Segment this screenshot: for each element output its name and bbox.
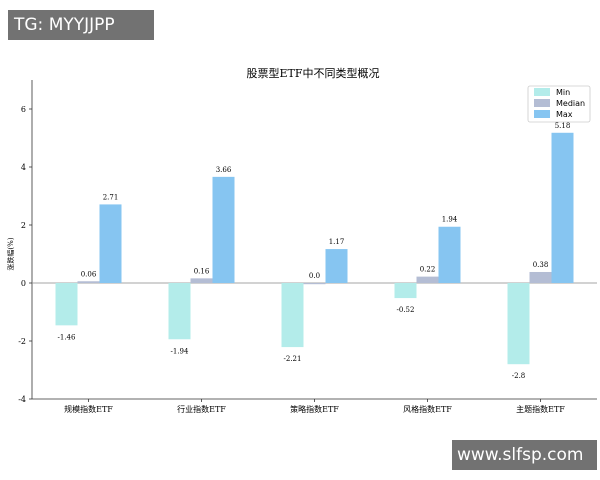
legend-label-median: Median xyxy=(556,99,585,108)
bar-median xyxy=(416,276,439,283)
legend-swatch-min xyxy=(534,88,550,96)
data-label-max: 3.66 xyxy=(216,166,232,174)
data-label-median: 0.38 xyxy=(533,261,549,269)
y-tick-label: 0 xyxy=(21,279,26,288)
data-label-max: 1.94 xyxy=(442,216,458,224)
legend-label-max: Max xyxy=(556,110,573,119)
x-tick-label: 行业指数ETF xyxy=(177,404,226,414)
data-label-median: 0.0 xyxy=(309,272,320,280)
x-tick-label: 风格指数ETF xyxy=(403,404,452,414)
data-label-min: -1.46 xyxy=(58,333,76,341)
legend: Min Median Max xyxy=(527,85,591,123)
bar-max xyxy=(325,249,348,283)
bar-max xyxy=(212,176,235,283)
legend-swatch-max xyxy=(534,110,550,118)
bar-min xyxy=(168,283,191,340)
legend-label-min: Min xyxy=(556,88,570,97)
y-axis-label: 涨跌幅(%) xyxy=(6,237,15,270)
data-label-max: 2.71 xyxy=(103,193,119,201)
legend-swatch-median xyxy=(534,99,550,107)
data-label-median: 0.16 xyxy=(194,267,210,275)
bar-median xyxy=(529,271,552,283)
x-tick-label: 主题指数ETF xyxy=(516,404,565,414)
bar-median xyxy=(190,278,213,283)
data-label-min: -2.8 xyxy=(512,372,526,380)
data-label-median: 0.06 xyxy=(81,270,97,278)
data-label-max: 5.18 xyxy=(555,122,571,130)
bar-median xyxy=(77,281,100,283)
y-tick-label: 4 xyxy=(21,163,26,172)
bar-median xyxy=(303,283,326,285)
bar-max xyxy=(99,204,122,283)
bar-min xyxy=(281,283,304,348)
watermark-bottom-right: www.slfsp.com xyxy=(452,440,597,470)
bar-max xyxy=(438,226,461,283)
bar-min xyxy=(55,283,78,326)
x-tick-label: 策略指数ETF xyxy=(290,404,339,414)
data-label-min: -1.94 xyxy=(171,347,189,355)
data-label-median: 0.22 xyxy=(420,266,436,274)
bar-min xyxy=(507,283,530,365)
bar-min xyxy=(394,283,417,299)
x-tick-label: 规模指数ETF xyxy=(64,404,113,414)
bar-max xyxy=(551,132,574,283)
data-label-max: 1.17 xyxy=(329,238,345,246)
data-label-min: -0.52 xyxy=(397,306,415,314)
y-tick-label: 2 xyxy=(21,221,26,230)
y-tick-label: 6 xyxy=(21,105,26,114)
data-label-min: -2.21 xyxy=(284,355,302,363)
y-tick-label: -4 xyxy=(18,395,26,404)
watermark-top-left: TG: MYYJJPP xyxy=(8,10,154,40)
chart-title: 股票型ETF中不同类型概况 xyxy=(247,66,380,80)
y-tick-label: -2 xyxy=(18,337,26,346)
